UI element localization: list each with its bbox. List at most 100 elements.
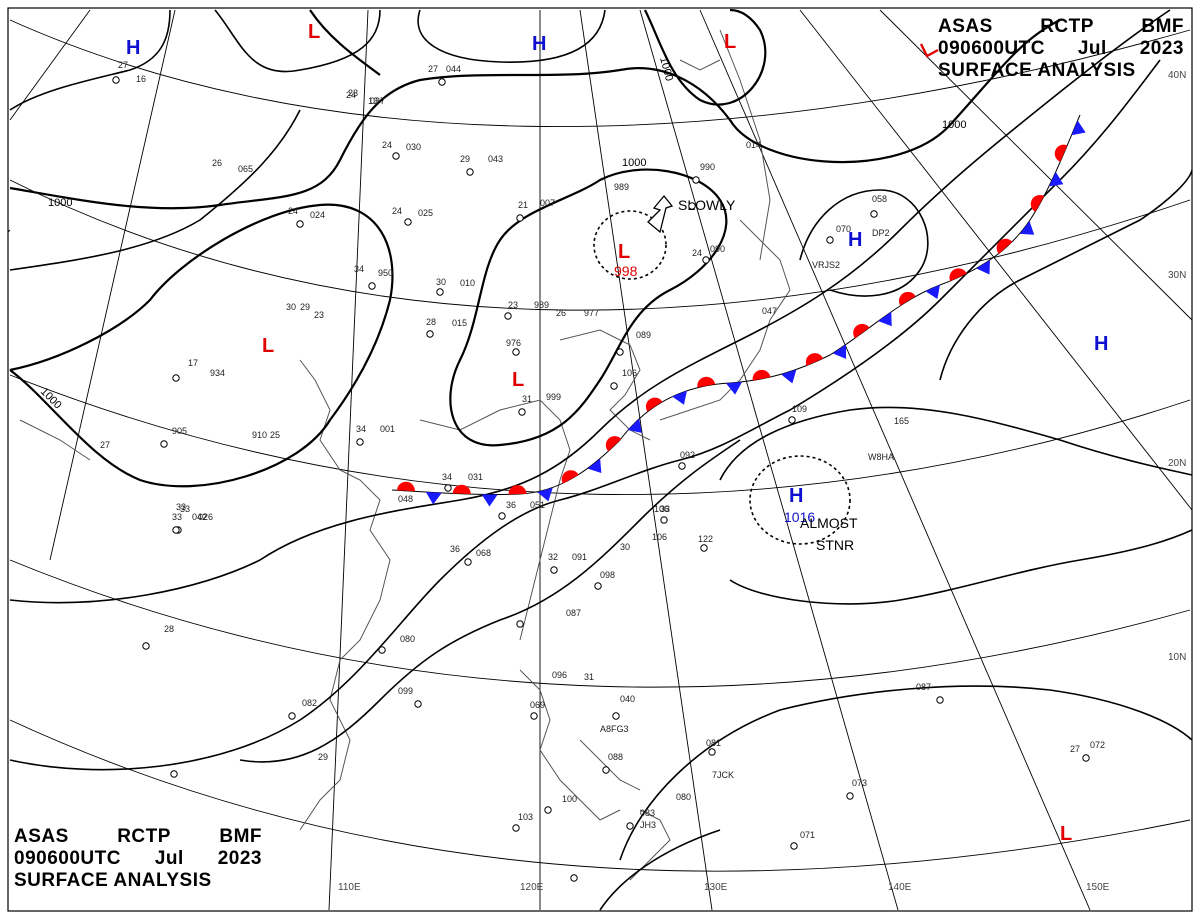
station-circle-icon [702,256,710,264]
cold-front-triangle [726,381,742,395]
cold-front-triangle [976,260,990,275]
station-value: 058 [872,194,887,204]
station-value: W8HA [868,452,894,462]
low-center: L [512,369,524,391]
almost-label: ALMOST [800,515,858,531]
header-agency: ASAS [14,826,69,847]
station-circle-icon [444,484,452,492]
station-value: 031 [468,472,483,482]
station-circle-icon [516,214,524,222]
station-value: 28 [164,624,174,634]
header-time: 090600UTC [938,38,1045,59]
station-value: 068 [476,548,491,558]
station-circle-icon [550,566,558,574]
warm-front-semicircle [853,323,870,339]
movement-arrow-icon [647,194,674,234]
station-circle-icon [426,330,434,338]
cold-front-triangle [832,344,847,359]
station-value: 106 [622,368,637,378]
low-center: L [262,335,274,357]
station-value: 950 [378,268,393,278]
parallels [9,19,1191,872]
warm-front-semicircle [452,484,471,495]
pressure-centers: H H H H H 1016 L L L L 998 L L [126,21,1108,845]
high-center: H [848,229,862,251]
station-circle-icon [544,806,552,814]
station-value: 24 [692,248,702,258]
lon-label: 140E [888,882,912,893]
station-value: 29 [460,154,470,164]
warm-front-semicircle [645,397,663,412]
header-line3: SURFACE ANALYSIS [938,60,1184,82]
low-center: L [308,21,320,43]
station-value: 23 [314,310,324,320]
station-value: A8FG3 [600,724,629,734]
station-value: 989 [534,300,549,310]
station-value: 16 [136,74,146,84]
station-value: 015 [452,318,467,328]
station-value: 001 [380,424,395,434]
station-value: 047 [762,306,777,316]
station-value: 26 [556,308,566,318]
low-center: L [724,31,736,53]
station-value: 083 [640,808,655,818]
high-center-value: 1016 [784,509,815,525]
station-circle-icon [436,288,444,296]
station-value: 072 [1090,740,1105,750]
header-month: Jul [1077,38,1107,59]
station-circle-icon [570,874,578,882]
station-value: 30 [436,277,446,287]
station-value: 989 [614,182,629,192]
lon-label: 110E [338,882,361,893]
station-value: 007 [540,198,555,208]
station-value: 070 [836,224,851,234]
station-value: 34 [356,424,366,434]
station-circle-icon [404,218,412,226]
station-value: 23 [348,88,358,98]
cold-front-triangle [481,494,498,507]
station-circle-icon [708,748,716,756]
station-circle-icon [438,78,446,86]
station-value: 073 [852,778,867,788]
isobar-label: 1000 [622,157,646,169]
lon-label: 130E [704,882,728,893]
station-value: 024 [310,210,325,220]
station-value: 026 [198,512,213,522]
station-value: 976 [506,338,521,348]
station-value: 081 [706,738,721,748]
station-value: 082 [302,698,317,708]
legend-low-symbol [919,43,939,58]
station-circle-icon [678,462,686,470]
station-circle-icon [616,348,624,356]
station-value: 109 [792,404,807,414]
warm-front-semicircle [508,485,527,495]
station-circle-icon [512,348,520,356]
station-circle-icon [826,236,834,244]
station-value: 23 [508,300,518,310]
station-circle-icon [160,440,168,448]
station-value: 33 [180,504,190,514]
station-value: 34 [442,472,452,482]
station-value: 27 [100,440,110,450]
station-plots: 27 16 27 044 24 13 23 037 24 030 29 043 26 065 24 025 21… [100,60,1105,882]
station-value: 087 [566,608,581,618]
lat-label: 30N [1168,270,1186,281]
station-value: 24 [346,90,356,100]
cold-front-triangle [1019,221,1035,235]
station-circle-icon [610,382,618,390]
cold-front-triangle [425,491,442,505]
station-value: 096 [552,670,567,680]
station-value: 106 [654,504,669,514]
station-value: 910 [252,430,267,440]
cold-front-triangle [925,284,941,299]
station-circle-icon [504,312,512,320]
header-year: 2023 [217,848,262,869]
station-circle-icon [660,516,668,524]
station-value: 33 [176,502,186,512]
station-circle-icon [392,152,400,160]
station-value: 36 [506,500,516,510]
station-circle-icon [626,822,634,830]
station-circle-icon [594,582,602,590]
warm-front-semicircle [898,291,916,306]
